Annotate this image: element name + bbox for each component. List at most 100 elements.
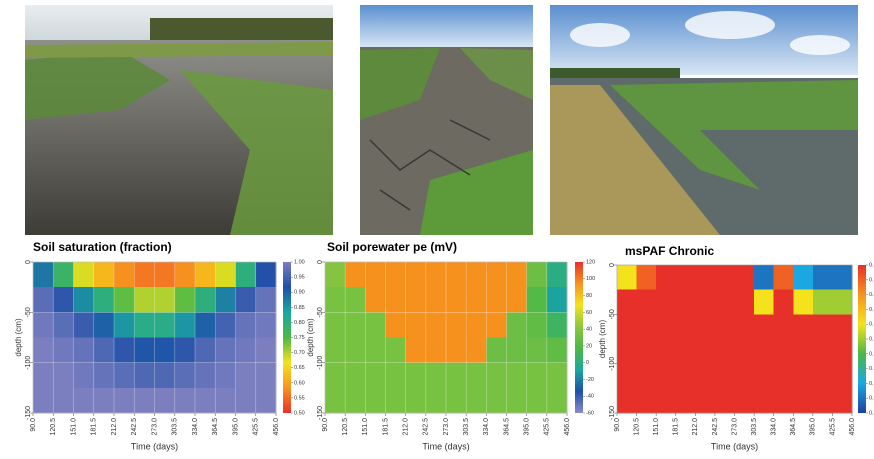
- heat-cell: [345, 362, 366, 389]
- heat-cell: [734, 363, 755, 389]
- heat-cell: [255, 387, 277, 414]
- heat-cell: [714, 339, 735, 365]
- x-tick-label: 425.5: [829, 418, 836, 436]
- x-tick-label: 273.0: [731, 418, 738, 436]
- heat-cell: [405, 387, 427, 414]
- heat-cell: [617, 339, 638, 365]
- colorbar-tick-label: 40: [586, 327, 592, 333]
- heat-cell: [174, 362, 196, 389]
- heat-cell: [134, 362, 155, 389]
- heat-cell: [506, 287, 528, 313]
- heat-cell: [365, 287, 386, 313]
- heat-cell: [93, 262, 115, 288]
- chart-title: Soil porewater pe (mV): [327, 240, 457, 254]
- heat-cell: [656, 265, 677, 291]
- heat-cell: [235, 387, 257, 414]
- heat-cell: [325, 287, 346, 313]
- colorbar-tick-label: -40: [586, 394, 594, 400]
- heat-cell: [73, 362, 95, 389]
- heat-cell: [235, 362, 257, 389]
- heat-cell: [773, 289, 794, 315]
- heat-cell: [93, 312, 115, 338]
- heat-cell: [345, 387, 366, 414]
- heat-cell: [53, 387, 74, 414]
- heat-cell: [617, 265, 638, 291]
- heat-cell: [812, 289, 833, 315]
- heat-cell: [546, 287, 568, 313]
- x-tick-label: 212.0: [403, 418, 410, 436]
- heat-cell: [793, 339, 814, 365]
- heat-cell: [656, 314, 677, 340]
- colorbar-tick-label: 0.50: [869, 262, 874, 268]
- heat-cell: [734, 388, 755, 414]
- heat-cell: [73, 387, 95, 414]
- heat-cell: [754, 363, 775, 389]
- colorbar-tick-label: 0: [586, 360, 589, 366]
- heat-cell: [714, 363, 735, 389]
- heat-cell: [754, 388, 775, 414]
- heat-cell: [832, 265, 853, 291]
- heat-cell: [773, 363, 794, 389]
- heat-cell: [526, 262, 548, 288]
- heat-cell: [466, 387, 487, 414]
- heat-cell: [93, 387, 115, 414]
- heat-cell: [695, 339, 716, 365]
- heat-cell: [405, 262, 427, 288]
- heat-cell: [832, 363, 853, 389]
- heat-cell: [174, 387, 196, 414]
- heat-cell: [195, 387, 216, 414]
- x-tick-label: 425.5: [544, 418, 551, 436]
- colorbar-tick-label: 60: [586, 310, 592, 316]
- heat-cell: [385, 287, 407, 313]
- heat-cell: [195, 312, 216, 338]
- heat-cell: [832, 339, 853, 365]
- heat-cell: [215, 387, 236, 414]
- heat-cell: [33, 287, 54, 313]
- colorbar-tick-label: 0.95: [294, 275, 305, 281]
- heat-cell: [154, 262, 176, 288]
- heat-cell: [506, 387, 528, 414]
- heat-cell: [812, 314, 833, 340]
- heat-cell: [93, 287, 115, 313]
- x-tick-label: 334.0: [192, 418, 199, 436]
- heat-cell: [365, 387, 386, 414]
- colorbar-tick-label: 0.40: [869, 292, 874, 298]
- heat-cell: [675, 339, 696, 365]
- heat-cell: [446, 312, 467, 338]
- heat-cell: [546, 337, 568, 364]
- heat-cell: [134, 262, 155, 288]
- heat-cell: [405, 312, 427, 338]
- y-tick-label: -150: [25, 406, 32, 420]
- heat-cell: [174, 312, 196, 338]
- x-tick-label: 90.0: [30, 418, 37, 432]
- heat-cell: [255, 262, 277, 288]
- heat-cell: [446, 362, 467, 389]
- heat-cell: [53, 312, 74, 338]
- x-tick-label: 120.5: [342, 418, 349, 436]
- x-tick-label: 212.0: [111, 418, 118, 436]
- heat-cell: [486, 387, 507, 414]
- heat-cell: [695, 363, 716, 389]
- heat-cell: [636, 289, 657, 315]
- heat-cell: [812, 388, 833, 414]
- heat-cell: [235, 312, 257, 338]
- heat-cell: [793, 363, 814, 389]
- heat-cell: [114, 262, 135, 288]
- heat-cell: [33, 312, 54, 338]
- heat-cell: [656, 388, 677, 414]
- heat-cell: [33, 387, 54, 414]
- x-tick-label: 273.0: [151, 418, 158, 436]
- heat-cell: [134, 287, 155, 313]
- colorbar-tick-label: 0.25: [869, 336, 874, 342]
- heat-cell: [154, 287, 176, 313]
- colorbar-tick-label: 120: [586, 259, 595, 265]
- y-tick-label: 0: [25, 260, 32, 264]
- heat-cell: [255, 287, 277, 313]
- x-tick-label: 151.0: [70, 418, 77, 436]
- colorbar-tick-label: 0.75: [294, 335, 305, 341]
- heat-cell: [154, 387, 176, 414]
- heat-cell: [53, 362, 74, 389]
- heat-cell: [33, 337, 54, 364]
- y-tick-label: -150: [317, 406, 324, 420]
- x-axis-label: Time (days): [131, 441, 178, 451]
